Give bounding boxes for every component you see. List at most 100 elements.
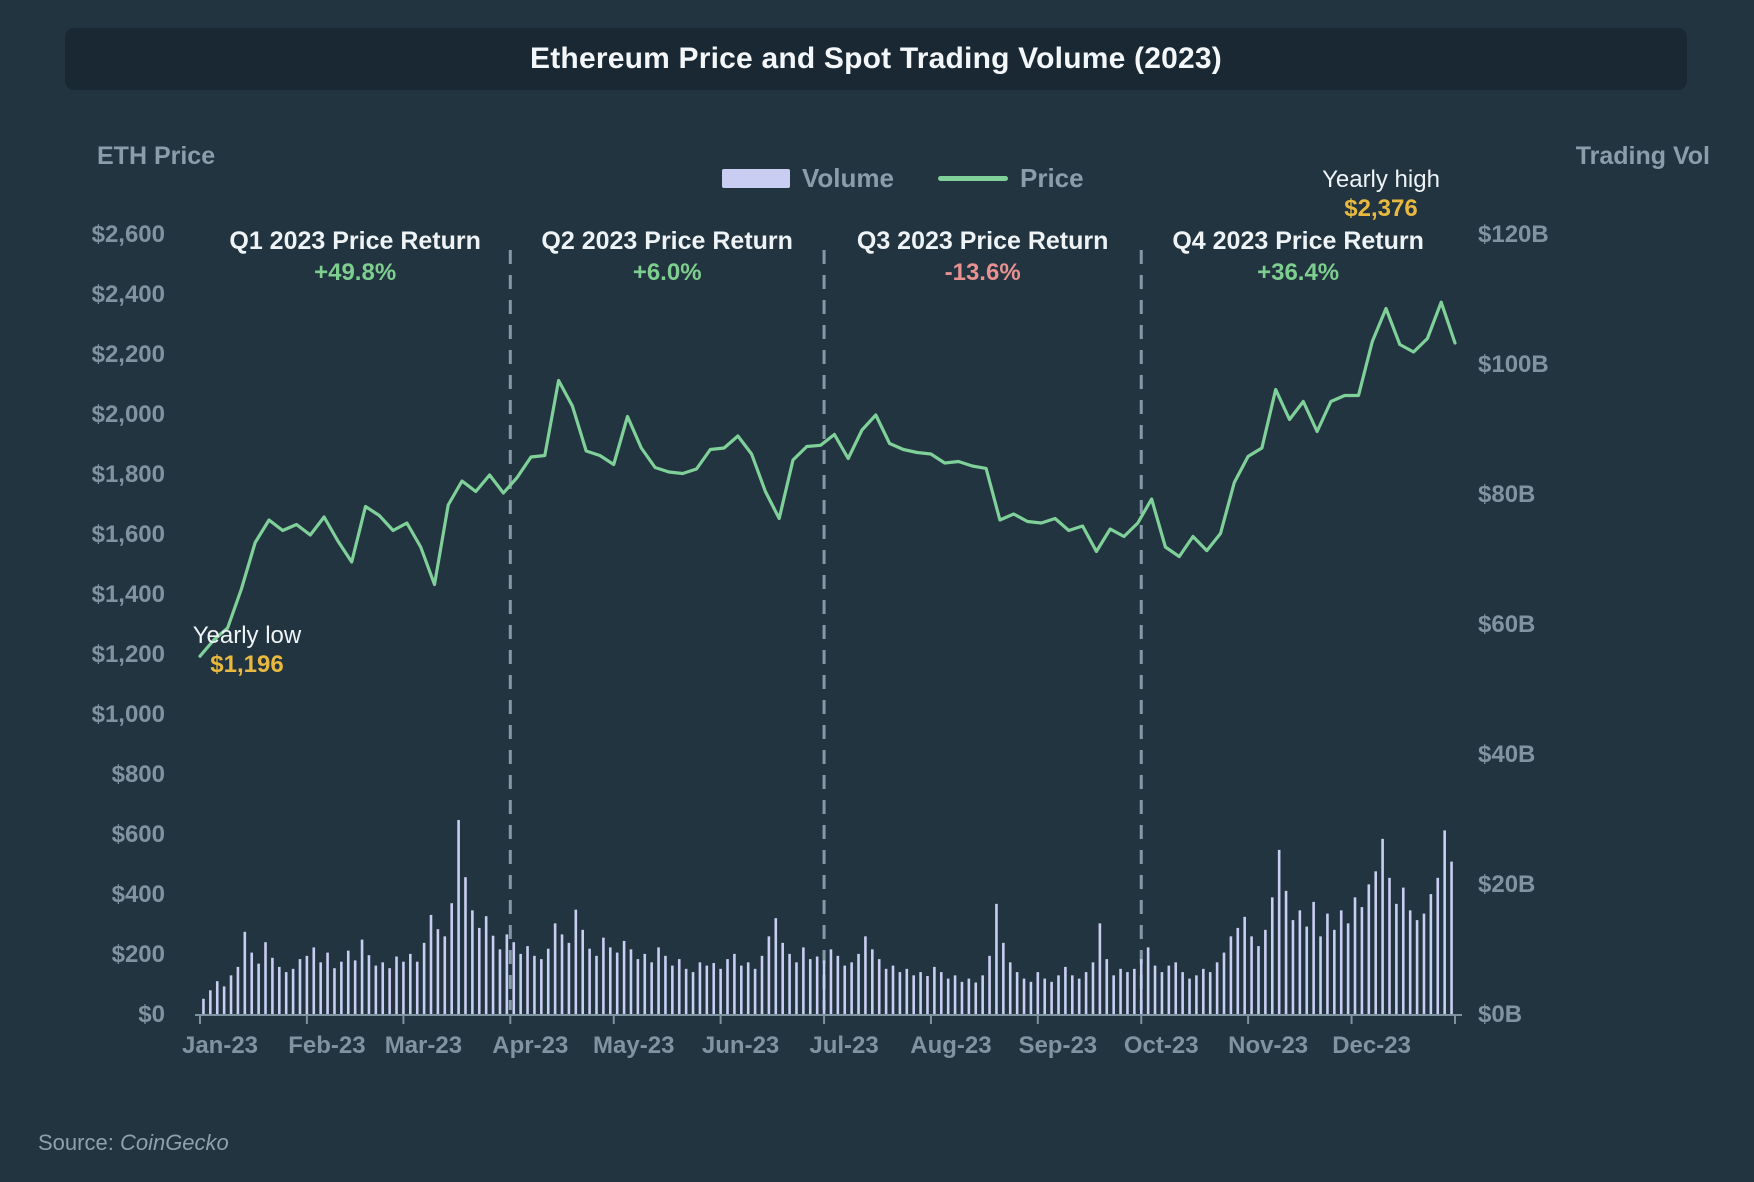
volume-bar bbox=[533, 955, 536, 1015]
yearly-low-label: Yearly low bbox=[192, 622, 302, 649]
volume-bar bbox=[222, 986, 226, 1015]
volume-bar bbox=[1022, 978, 1026, 1015]
volume-bar bbox=[250, 952, 254, 1015]
volume-bar bbox=[540, 959, 543, 1015]
volume-bar bbox=[988, 955, 991, 1015]
yearly-low-value: $1,196 bbox=[210, 651, 284, 678]
yearly-high-label: Yearly high bbox=[1322, 166, 1440, 193]
volume-bar bbox=[464, 877, 467, 1015]
volume-bar bbox=[981, 975, 984, 1015]
volume-bar bbox=[636, 959, 640, 1015]
volume-bar bbox=[740, 965, 743, 1015]
volume-bar bbox=[802, 947, 805, 1015]
source-name: CoinGecko bbox=[119, 1130, 229, 1155]
volume-bar bbox=[684, 968, 688, 1015]
volume-bar bbox=[843, 965, 847, 1015]
volume-bar bbox=[677, 959, 681, 1015]
volume-bar bbox=[443, 936, 447, 1015]
legend: Volume Price bbox=[722, 163, 1084, 193]
volume-bar bbox=[374, 965, 378, 1015]
volume-bar bbox=[1319, 936, 1322, 1015]
volume-bar bbox=[1105, 959, 1109, 1015]
left-axis-tick-label: $200 bbox=[111, 941, 165, 968]
volume-bar bbox=[629, 949, 633, 1015]
volume-bar bbox=[719, 968, 722, 1015]
volume-bar bbox=[602, 937, 605, 1015]
left-axis-tick-label: $1,200 bbox=[91, 641, 165, 668]
legend-price-label: Price bbox=[1019, 162, 1084, 193]
volume-bar bbox=[1202, 968, 1205, 1015]
volume-bar bbox=[395, 956, 398, 1015]
volume-bar bbox=[1395, 903, 1398, 1015]
left-axis-tick-label: $800 bbox=[111, 761, 165, 788]
volume-bar bbox=[1098, 923, 1102, 1015]
quarter-label: Q4 2023 Price Return bbox=[1172, 227, 1424, 255]
volume-bar bbox=[305, 955, 309, 1015]
volume-bar bbox=[381, 962, 385, 1015]
left-axis-title: ETH Price bbox=[97, 142, 216, 170]
volume-bar bbox=[1339, 910, 1343, 1015]
volume-bar bbox=[319, 962, 322, 1015]
quarter-label: Q1 2023 Price Return bbox=[229, 227, 481, 255]
volume-bar bbox=[471, 910, 474, 1015]
volume-bar bbox=[1360, 907, 1364, 1015]
x-axis-month-label: Sep-23 bbox=[1018, 1032, 1098, 1059]
volume-bar bbox=[498, 949, 502, 1015]
volume-bar bbox=[760, 955, 764, 1015]
volume-bar bbox=[209, 990, 212, 1015]
left-axis-tick-label: $1,000 bbox=[91, 701, 165, 728]
x-axis-month-label: Feb-23 bbox=[288, 1032, 366, 1059]
volume-bar bbox=[264, 942, 267, 1015]
volume-bar bbox=[608, 947, 612, 1015]
volume-bar bbox=[1312, 901, 1315, 1015]
volume-bar bbox=[1139, 959, 1143, 1015]
volume-bar bbox=[457, 820, 460, 1015]
volume-bar bbox=[788, 953, 791, 1015]
volume-bar bbox=[1064, 966, 1067, 1015]
volume-bar bbox=[1222, 952, 1226, 1015]
volume-bar bbox=[1229, 936, 1233, 1015]
volume-bar bbox=[574, 909, 578, 1015]
volume-bar bbox=[698, 962, 702, 1015]
volume-bar bbox=[257, 963, 260, 1015]
quarter-return-value: +49.8% bbox=[314, 259, 397, 286]
volume-bar bbox=[360, 939, 364, 1015]
volume-bar bbox=[864, 936, 867, 1015]
volume-bar bbox=[857, 953, 860, 1015]
volume-bar bbox=[1450, 861, 1453, 1015]
volume-bar bbox=[1284, 890, 1288, 1015]
source-prefix: Source: bbox=[38, 1130, 114, 1155]
x-axis-month-label: Dec-23 bbox=[1332, 1032, 1411, 1059]
volume-bar bbox=[733, 953, 736, 1015]
volume-bar bbox=[1167, 965, 1171, 1015]
left-axis-tick-label: $2,000 bbox=[91, 401, 165, 428]
volume-bar bbox=[967, 978, 971, 1015]
page-title: Ethereum Price and Spot Trading Volume (… bbox=[530, 42, 1222, 75]
quarter-annotation: Q1 2023 Price Return +49.8% bbox=[185, 226, 525, 288]
volume-bar bbox=[1153, 965, 1157, 1015]
volume-bar bbox=[409, 953, 412, 1015]
volume-bar bbox=[581, 929, 585, 1015]
volume-bar bbox=[1174, 962, 1178, 1015]
volume-bar bbox=[1401, 887, 1405, 1015]
volume-bar bbox=[215, 981, 219, 1015]
volume-bar bbox=[526, 946, 529, 1015]
volume-bar bbox=[595, 955, 598, 1015]
volume-bar bbox=[553, 923, 557, 1015]
volume-bar bbox=[284, 972, 288, 1015]
volume-bar bbox=[898, 972, 902, 1015]
left-axis-tick-label: $400 bbox=[111, 881, 165, 908]
volume-bar bbox=[1146, 947, 1150, 1015]
volume-bar bbox=[202, 998, 205, 1015]
volume-bar bbox=[333, 968, 336, 1015]
volume-bar bbox=[671, 965, 674, 1015]
volume-bar bbox=[795, 962, 798, 1015]
volume-swatch-icon bbox=[722, 168, 790, 188]
volume-bar bbox=[1215, 962, 1219, 1015]
volume-bar bbox=[415, 961, 419, 1015]
price-line bbox=[198, 300, 1457, 658]
volume-bar bbox=[1091, 962, 1095, 1015]
volume-bar bbox=[243, 931, 247, 1015]
